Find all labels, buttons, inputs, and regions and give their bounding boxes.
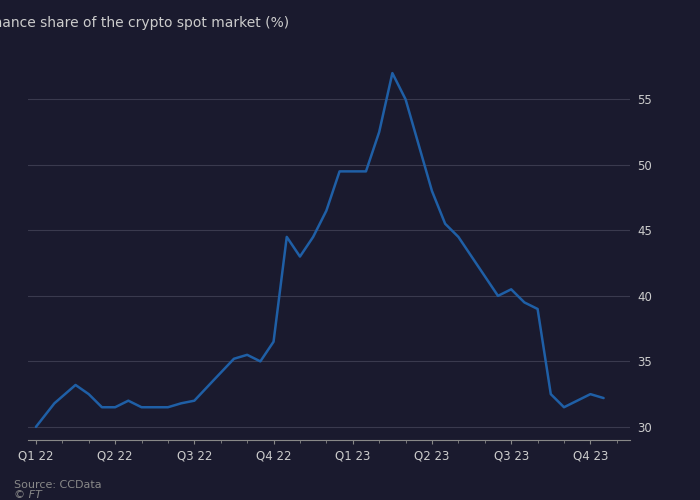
Text: Binance share of the crypto spot market (%): Binance share of the crypto spot market …	[0, 16, 289, 30]
Text: © FT: © FT	[14, 490, 42, 500]
Text: Source: CCData: Source: CCData	[14, 480, 101, 490]
